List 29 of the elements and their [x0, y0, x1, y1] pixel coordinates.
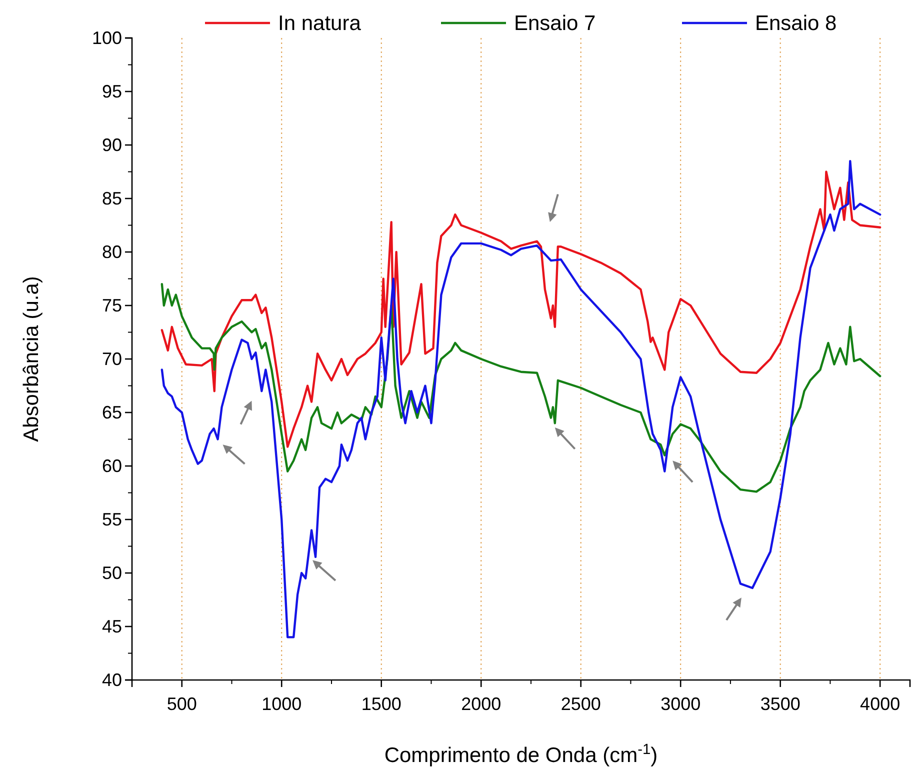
- x-tick-label: 3500: [760, 694, 800, 714]
- x-tick-label: 2500: [560, 694, 601, 714]
- line-series: [160, 283, 882, 493]
- x-tick-label: 500: [166, 694, 197, 714]
- y-tick-label: 75: [102, 295, 122, 316]
- x-tick-label: 1500: [361, 694, 402, 714]
- x-axis-title: Comprimento de Onda (cm$^{-1}$): [384, 742, 658, 767]
- y-tick-label: 55: [102, 509, 122, 530]
- x-tick-label: 3000: [660, 694, 701, 714]
- y-tick-label: 70: [102, 348, 122, 369]
- x-tick-label: 1000: [262, 694, 302, 714]
- y-tick-label: 80: [102, 242, 122, 262]
- legend-label: Ensaio 8: [755, 12, 837, 35]
- y-axis-title: Absorbância (u.a): [20, 276, 43, 442]
- legend-label: Ensaio 7: [514, 12, 596, 35]
- y-tick-label: 60: [102, 456, 122, 476]
- line-series: [160, 160, 882, 638]
- x-tick-label: 4000: [860, 694, 900, 714]
- y-tick-label: 45: [102, 616, 122, 636]
- x-tick-label: 2000: [461, 694, 502, 714]
- y-tick-label: 65: [102, 402, 122, 422]
- legend-label: In natura: [278, 12, 362, 35]
- y-tick-label: 95: [102, 81, 122, 102]
- y-tick-label: 90: [102, 134, 122, 155]
- y-tick-label: 40: [102, 670, 122, 690]
- y-tick-label: 100: [92, 28, 122, 48]
- y-tick-label: 85: [102, 188, 122, 208]
- line-series: [160, 170, 882, 448]
- y-tick-label: 50: [102, 562, 122, 583]
